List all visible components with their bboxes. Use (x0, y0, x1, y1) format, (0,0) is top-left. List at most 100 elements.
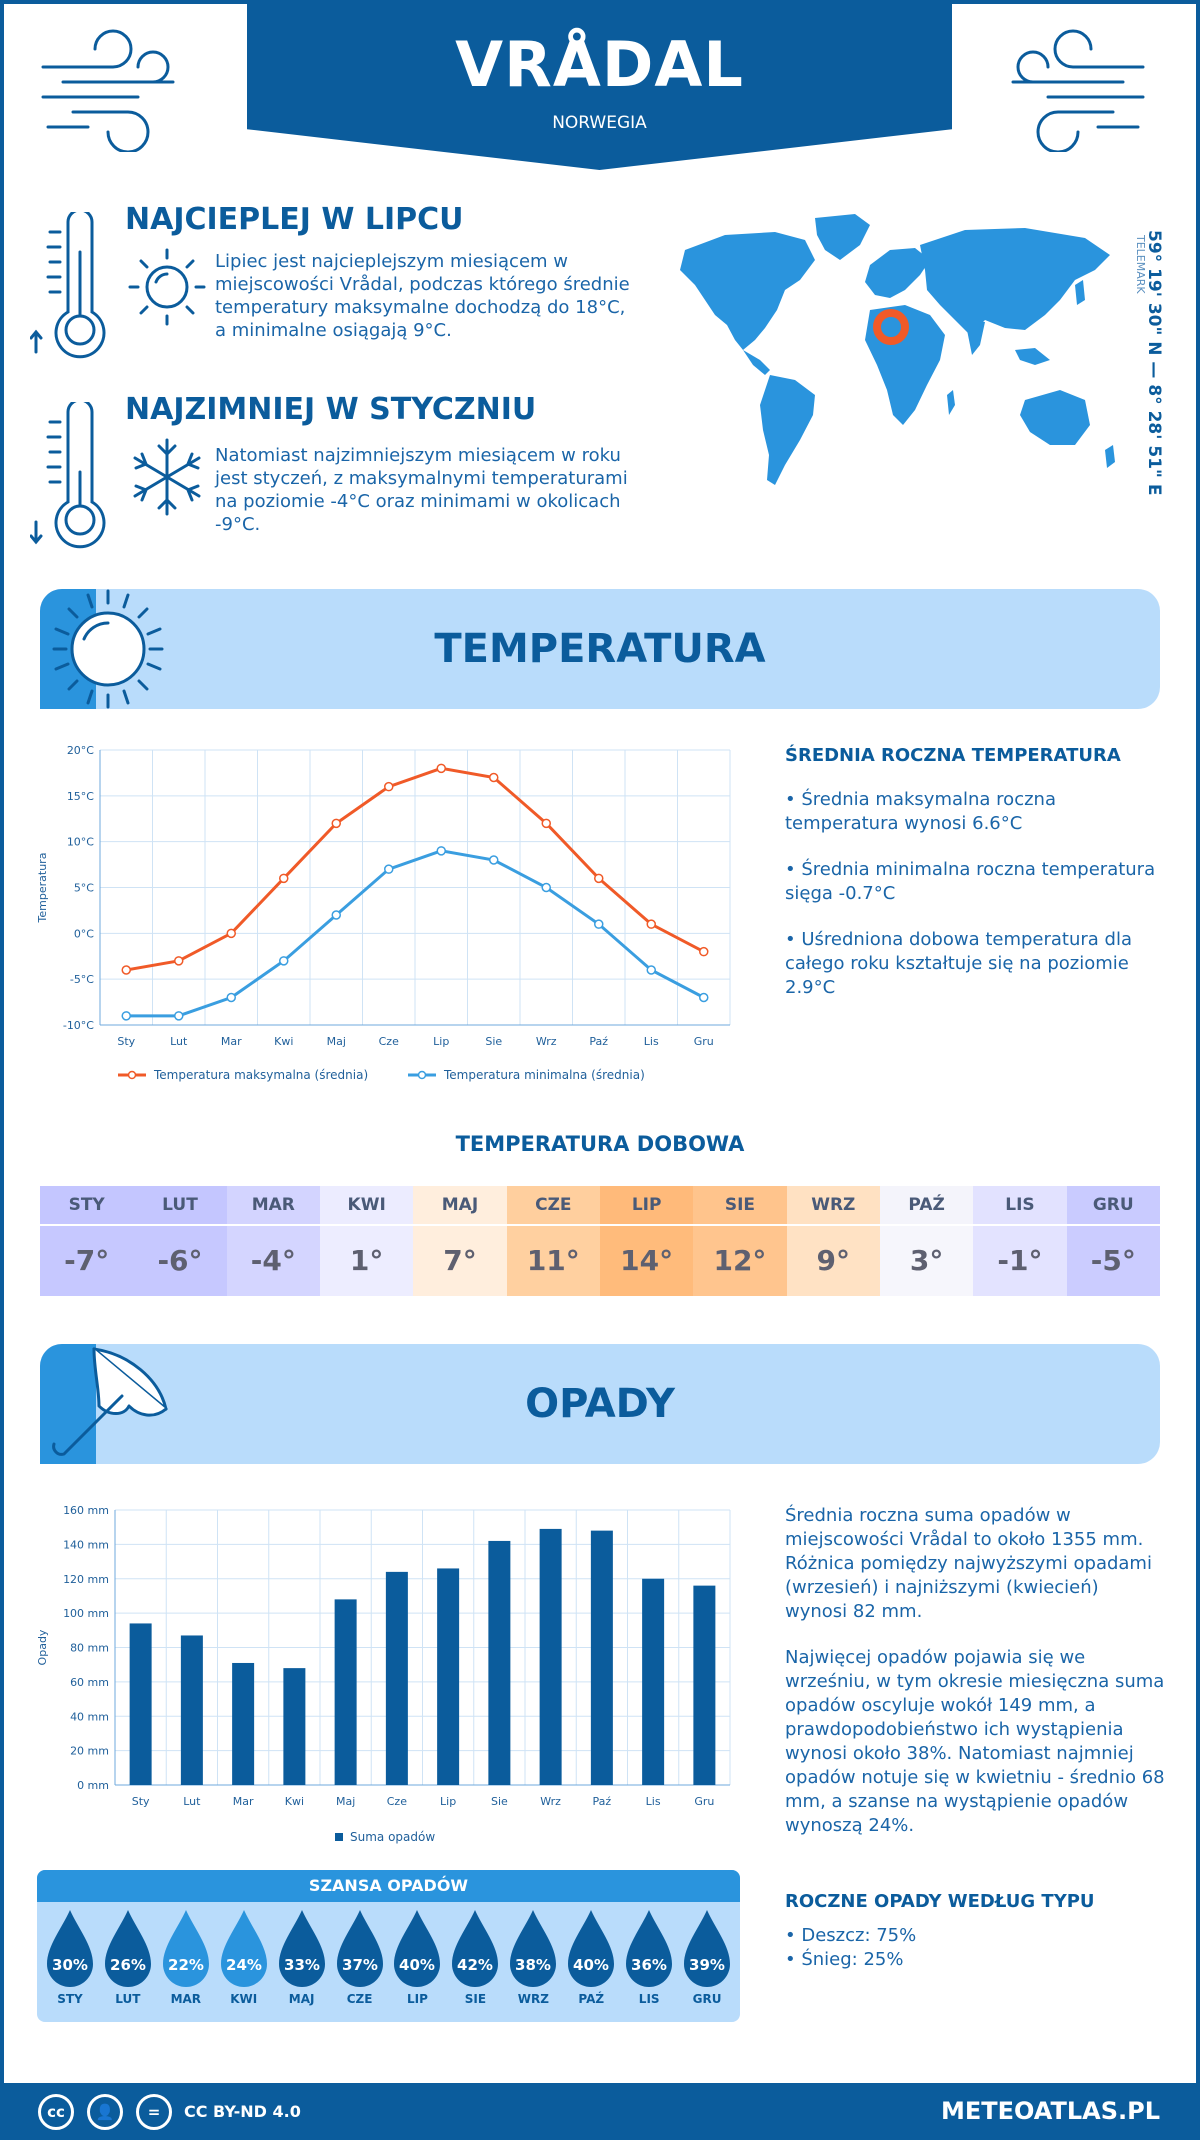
x-tick-label: Paź (593, 1795, 612, 1808)
daily-month-label: WRZ (786, 1186, 880, 1224)
x-tick-label: Kwi (274, 1035, 293, 1048)
precipitation-text: Najwięcej opadów pojawia się we wrześniu… (785, 1647, 1165, 1836)
raindrop-icon: 40% (568, 1910, 615, 1987)
raindrop-shape (278, 1910, 325, 1987)
daily-temp-cell: STY -7° (40, 1186, 134, 1296)
chance-month-label: LIP (407, 1992, 428, 2006)
raindrop-shape (510, 1910, 557, 1987)
daily-temp-cell: LIP 14° (599, 1186, 694, 1296)
x-tick-label: Sty (117, 1035, 135, 1048)
chance-value: 40% (573, 1956, 609, 1974)
y-tick-label: -5°C (70, 973, 94, 986)
chance-month-label: STY (57, 1992, 83, 2006)
chance-month-label: GRU (692, 1992, 722, 2006)
coordinates: 59° 19' 30" N — 8° 28' 51" E (1144, 230, 1164, 496)
chance-month-label: SIE (464, 1992, 487, 2006)
x-tick-label: Lip (440, 1795, 456, 1808)
x-tick-label: Gru (694, 1035, 714, 1048)
bar (334, 1599, 357, 1785)
chance-value: 40% (400, 1956, 436, 1974)
bar (180, 1635, 203, 1785)
bar (129, 1623, 152, 1785)
chance-month-label: MAR (170, 1992, 202, 2006)
x-tick-label: Lis (644, 1035, 659, 1048)
coldest-title: NAJZIMNIEJ W STYCZNIU (125, 392, 537, 427)
chance-month-label: CZE (346, 1992, 373, 2006)
raindrop-shape (684, 1910, 731, 1987)
summary-bullet: • Uśredniona dobowa temperatura dla całe… (785, 929, 1133, 998)
daily-temp-cell: MAR -4° (226, 1186, 320, 1296)
chance-month-label: WRZ (517, 1992, 549, 2006)
raindrop-shape (626, 1910, 673, 1987)
data-point (279, 873, 289, 884)
site-link[interactable]: METEOATLAS.PL (940, 2097, 1160, 2125)
temperature-summary-title: ŚREDNIA ROCZNA TEMPERATURA (785, 745, 1121, 766)
x-tick-label: Cze (387, 1795, 407, 1808)
data-point (279, 956, 289, 966)
chance-value: 38% (515, 1956, 551, 1974)
raindrop-icon: 38% (510, 1910, 557, 1987)
temperature-chart: 20°C 15°C 10°C 5°C 0°C -5°C -10°C Sty Lut Mar Kwi M… (36, 744, 731, 1082)
y-tick-label: 0°C (74, 927, 94, 940)
raindrop-shape (162, 1910, 209, 1987)
daily-temperature-title: TEMPERATURA DOBOWA (455, 1132, 745, 1156)
daily-month-label: STY (40, 1186, 134, 1224)
chance-drop: 22% MAR (157, 1902, 215, 2006)
legend-label: Temperatura minimalna (średnia) (443, 1068, 645, 1082)
x-tick-label: Sty (132, 1795, 150, 1808)
legend-label: Suma opadów (350, 1830, 435, 1844)
x-tick-label: Lis (646, 1795, 661, 1808)
daily-temp-value: 12° (693, 1226, 787, 1296)
daily-temp-cell: CZE 11° (506, 1186, 600, 1296)
raindrop-icon: 22% (162, 1910, 209, 1987)
daily-temp-cell: LIS -1° (973, 1186, 1067, 1296)
x-tick-label: Maj (336, 1795, 355, 1808)
hottest-text: Lipiec jest najcieplejszym miesiącem w m… (215, 251, 630, 341)
daily-temp-value: -7° (40, 1226, 134, 1296)
raindrop-shape (568, 1910, 615, 1987)
daily-temp-cell: GRU -5° (1066, 1186, 1160, 1296)
sun-icon (128, 248, 206, 326)
data-point (174, 1011, 184, 1021)
data-point (121, 1011, 131, 1021)
data-point (436, 763, 446, 774)
coldest-month-block: NAJZIMNIEJ W STYCZNIU Natomiast najzimni… (30, 392, 630, 562)
y-tick-label: 100 mm (63, 1607, 109, 1620)
bar (590, 1530, 613, 1785)
daily-temp-value: 14° (599, 1226, 694, 1296)
license-text: CC BY-ND 4.0 (184, 2102, 301, 2121)
chance-value: 22% (168, 1956, 204, 1974)
raindrop-shape (46, 1910, 93, 1987)
precipitation-section-header: OPADY (40, 1344, 1160, 1464)
x-tick-label: Mar (233, 1795, 254, 1808)
bar (385, 1571, 408, 1785)
data-point (489, 772, 499, 783)
daily-month-label: SIE (693, 1186, 787, 1224)
bar (232, 1662, 255, 1785)
data-point (699, 946, 709, 957)
y-tick-label: 80 mm (70, 1642, 109, 1655)
thermometer-cold-icon (30, 402, 106, 549)
x-tick-label: Wrz (540, 1795, 561, 1808)
raindrop-shape (394, 1910, 441, 1987)
daily-temp-cell: MAJ 7° (413, 1186, 507, 1296)
data-point (226, 992, 236, 1003)
chance-value: 39% (689, 1956, 725, 1974)
legend-marker (417, 1070, 427, 1080)
hottest-month-block: NAJCIEPLEJ W LIPCU Lipiec jest najcieple… (30, 202, 630, 362)
precipitation-text: Średnia roczna suma opadów w miejscowośc… (785, 1505, 1152, 1622)
location-marker (873, 309, 909, 345)
daily-temp-cell: PAŹ 3° (879, 1186, 974, 1296)
chance-drop: 33% MAJ (273, 1902, 331, 2006)
data-point (384, 864, 394, 874)
chance-month-label: PAŹ (578, 1992, 605, 2006)
data-point (384, 781, 394, 792)
precipitation-chance-panel: SZANSA OPADÓW 30% STY 26% LUT 22% MAR 24% KWI 33… (37, 1870, 740, 2022)
raindrop-icon: 42% (452, 1910, 499, 1987)
daily-temp-value: 3° (879, 1226, 974, 1296)
data-point (174, 956, 184, 966)
data-point (436, 846, 446, 856)
chance-drop: 24% KWI (215, 1902, 273, 2006)
raindrop-shape (336, 1910, 383, 1987)
raindrop-icon: 30% (46, 1910, 93, 1987)
